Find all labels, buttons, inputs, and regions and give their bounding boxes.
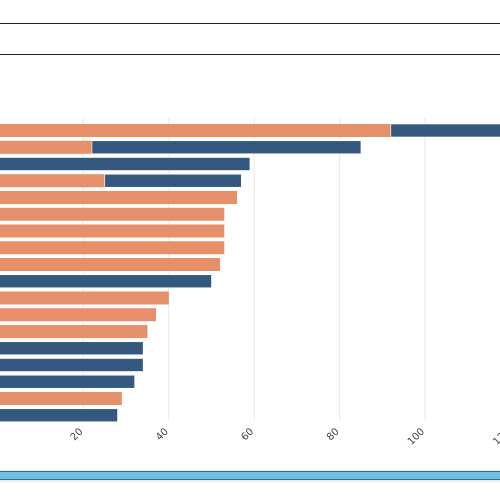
bar-row-6-series-1[interactable] — [0, 207, 225, 221]
bar-row-16-series-2[interactable] — [0, 374, 135, 389]
bar-row-10-series-2[interactable] — [0, 274, 212, 289]
bar-row-2-series-2[interactable] — [91, 140, 362, 155]
bar-row-17-series-1[interactable] — [0, 392, 122, 405]
bar-row-7-series-1[interactable] — [0, 224, 225, 238]
bar-row-3-series-2[interactable] — [0, 157, 251, 171]
bars — [0, 123, 500, 423]
bar-row-2-series-1[interactable] — [0, 140, 92, 154]
bar-row-11-series-1[interactable] — [0, 291, 169, 305]
bar-row-1-series-1[interactable] — [0, 124, 391, 137]
bar-row-14-series-2[interactable] — [0, 341, 144, 356]
x-tick-label: 20 — [69, 426, 86, 443]
bar-row-15-series-2[interactable] — [0, 358, 144, 372]
bar-row-4-series-2[interactable] — [104, 173, 242, 188]
bar-row-1-series-2[interactable] — [390, 123, 500, 138]
x-axis-ticks: 20 40 60 80 100 120 — [69, 426, 500, 447]
header-divider-bottom — [0, 54, 500, 55]
x-tick-label: 100 — [406, 426, 427, 447]
bar-row-18-series-2[interactable] — [0, 408, 118, 423]
x-tick-label: 40 — [154, 426, 171, 443]
bar-row-13-series-1[interactable] — [0, 325, 148, 338]
x-tick-label: 60 — [240, 426, 257, 443]
bar-row-5-series-1[interactable] — [0, 191, 238, 204]
bar-row-8-series-1[interactable] — [0, 241, 225, 255]
bar-row-12-series-1[interactable] — [0, 308, 156, 322]
bar-row-9-series-1[interactable] — [0, 258, 221, 271]
header-divider-top — [0, 23, 500, 24]
x-tick-label: 120 — [491, 426, 500, 447]
x-tick-label: 80 — [325, 426, 342, 443]
bar-row-4-series-1[interactable] — [0, 174, 105, 188]
horizontal-scrollbar-thumb[interactable] — [0, 471, 500, 480]
